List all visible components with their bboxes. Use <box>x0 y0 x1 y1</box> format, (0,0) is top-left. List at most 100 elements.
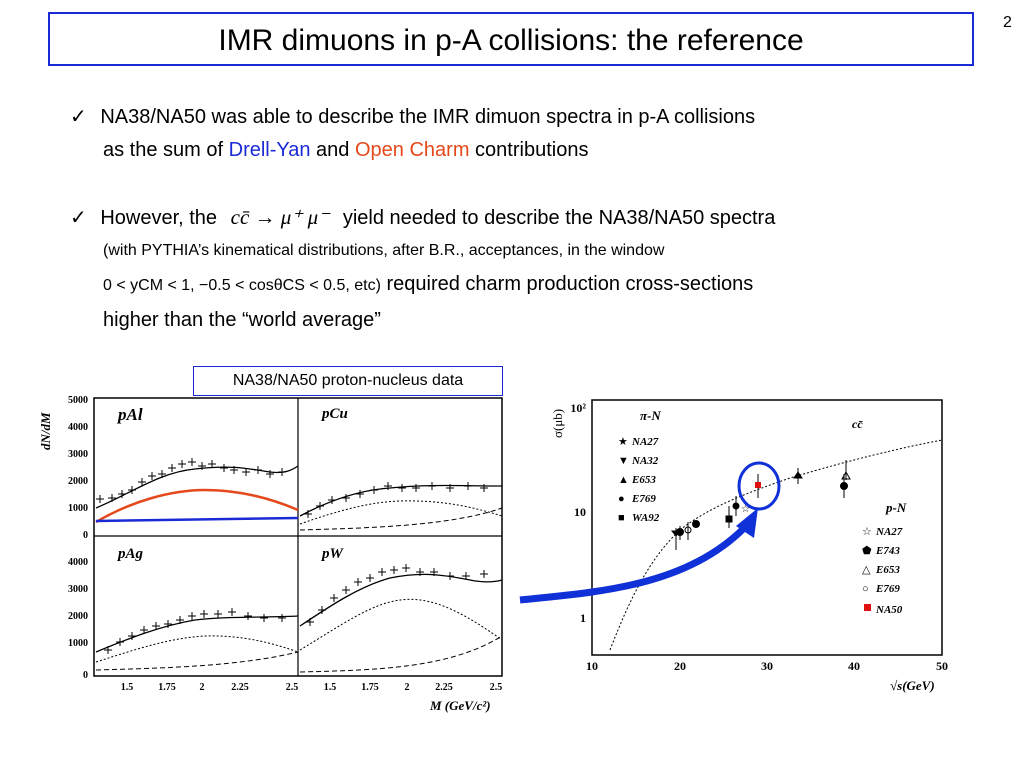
kinematic-window: 0 < yCM < 1, −0.5 < cosθCS < 0.5, etc) <box>103 277 381 294</box>
x-axis-label: M (GeV/c²) <box>429 698 491 713</box>
y-tick: 1000 <box>68 638 88 649</box>
panel-label-pag: pAg <box>116 546 144 562</box>
bullet-2-line-4: higher than the “world average” <box>103 309 381 331</box>
slide-title: IMR dimuons in p-A collisions: the refer… <box>218 24 804 57</box>
pcu-total-fit <box>299 484 503 517</box>
legend-item: E769 <box>631 493 656 505</box>
pw-dotted-curve <box>299 598 503 651</box>
up-triangle-icon: ▲ <box>618 474 629 486</box>
pal-total-fit <box>95 465 299 509</box>
bullet-2-line-2: (with PYTHIA’s kinematical distributions… <box>103 242 665 259</box>
bullet-1-line-2: as the sum of Drell-Yan and Open Charm c… <box>103 137 588 163</box>
pag-data-points <box>104 608 286 654</box>
x-tick: 2.25 <box>435 682 453 693</box>
x-axis-label: √s(GeV) <box>890 678 935 693</box>
triangle-outline-icon: △ <box>862 564 871 576</box>
pag-total-fit <box>95 615 299 653</box>
bullet-2-post: yield needed to describe the NA38/NA50 s… <box>342 207 776 229</box>
y-tick: 3000 <box>68 449 88 460</box>
circle-outline-icon: ○ <box>862 583 869 595</box>
legend-item: WA92 <box>632 512 660 524</box>
x-tick: 1.5 <box>121 682 134 693</box>
title-box: IMR dimuons in p-A collisions: the refer… <box>48 12 974 66</box>
x-tick: 40 <box>848 659 860 673</box>
y-tick: 2000 <box>68 611 88 622</box>
star-outline-icon: ☆ <box>862 526 872 538</box>
bullet-1-and: and <box>310 139 355 161</box>
x-tick: 20 <box>674 659 686 673</box>
pal-data-points <box>96 458 286 503</box>
open-charm-term: Open Charm <box>354 139 470 161</box>
y-tick: 5000 <box>68 395 88 406</box>
pal-drell-yan-curve <box>95 516 299 523</box>
legend-item: E769 <box>875 583 900 595</box>
y-tick: 2000 <box>68 476 88 487</box>
legend-item: NA27 <box>631 436 659 448</box>
x-tick: 1.5 <box>324 682 337 693</box>
pentagon-icon: ⬟ <box>862 545 872 557</box>
x-tick: 10 <box>586 659 598 673</box>
panel-label-pal: pAl <box>116 405 143 424</box>
pw-total-fit <box>299 573 503 627</box>
legend-item: E743 <box>875 545 900 557</box>
pw-dashed-curve <box>299 635 503 673</box>
panel-label-pw: pW <box>320 546 345 562</box>
legend-item: E653 <box>631 474 656 486</box>
bullet-1-pre: as the sum of <box>103 139 229 161</box>
legend-item: E653 <box>875 564 900 576</box>
y-tick: 3000 <box>68 584 88 595</box>
mass-spectra-figure: dN/dM 5000 4000 3000 2000 1000 0 4000 30… <box>38 395 503 713</box>
red-square-icon <box>864 604 871 611</box>
svg-text:☆: ☆ <box>741 504 750 515</box>
pcu-data-points <box>304 482 488 518</box>
x-tick: 50 <box>936 659 948 673</box>
panel-label-pcu: pCu <box>320 406 348 422</box>
check-icon: ✓ <box>70 106 87 128</box>
x-tick: 2.5 <box>286 682 299 693</box>
slide-number: 2 <box>1003 14 1012 31</box>
legend-item: NA32 <box>631 455 659 467</box>
check-icon: ✓ <box>70 207 87 229</box>
x-tick: 2 <box>200 682 205 693</box>
y-tick: 10 <box>574 505 586 519</box>
x-tick: 1.75 <box>158 682 176 693</box>
cross-section-figure: σ(μb) 10² 10 1 10 20 30 40 50 √s(GeV) π-… <box>550 399 948 693</box>
x-tick: 2.5 <box>490 682 503 693</box>
y-tick: 1 <box>580 611 586 625</box>
arrow-icon <box>519 508 758 604</box>
drell-yan-term: Drell-Yan <box>228 139 311 161</box>
cc-label: cc̄ <box>852 417 863 431</box>
bullet-2-line-3-text: required charm production cross-sections <box>380 273 754 295</box>
x-tick: 2.25 <box>231 682 249 693</box>
legend-item: NA50 <box>875 604 903 616</box>
y-tick: 0 <box>83 530 88 541</box>
bullet-1: ✓ NA38/NA50 was able to describe the IMR… <box>70 104 755 130</box>
filled-circle-icon: ● <box>618 493 625 505</box>
star-icon: ★ <box>618 436 628 448</box>
pal-open-charm-curve <box>95 488 299 524</box>
y-tick: 1000 <box>68 503 88 514</box>
bullet-2-pre: However, the <box>100 207 218 229</box>
bullet-2-line-3: 0 < yCM < 1, −0.5 < cosθCS < 0.5, etc) r… <box>103 271 753 299</box>
figure-caption: NA38/NA50 proton-nucleus data <box>193 366 503 396</box>
cc-to-mumu-formula: cc̄ → μ⁺ μ⁻ <box>230 205 330 229</box>
y-axis-label: σ(μb) <box>550 409 565 438</box>
y-tick: 4000 <box>68 557 88 568</box>
y-tick: 10² <box>570 401 586 415</box>
pcu-dashed-curve <box>299 507 503 531</box>
y-tick: 0 <box>83 670 88 681</box>
data-points: ☆ <box>670 460 851 550</box>
bullet-1-post: contributions <box>469 139 589 161</box>
pag-dotted-curve <box>95 635 299 663</box>
x-tick: 1.75 <box>361 682 379 693</box>
na50-highlight <box>737 461 781 511</box>
pw-data-points <box>306 564 488 626</box>
p-n-group-label: p-N <box>885 500 907 515</box>
bullet-1-line-1: NA38/NA50 was able to describe the IMR d… <box>100 106 756 128</box>
pi-n-group-label: π-N <box>640 408 661 423</box>
y-tick: 4000 <box>68 422 88 433</box>
pcu-dotted-curve <box>299 500 503 525</box>
x-tick: 30 <box>761 659 773 673</box>
filled-square-icon: ■ <box>618 512 625 524</box>
y-axis-label: dN/dM <box>38 412 53 450</box>
